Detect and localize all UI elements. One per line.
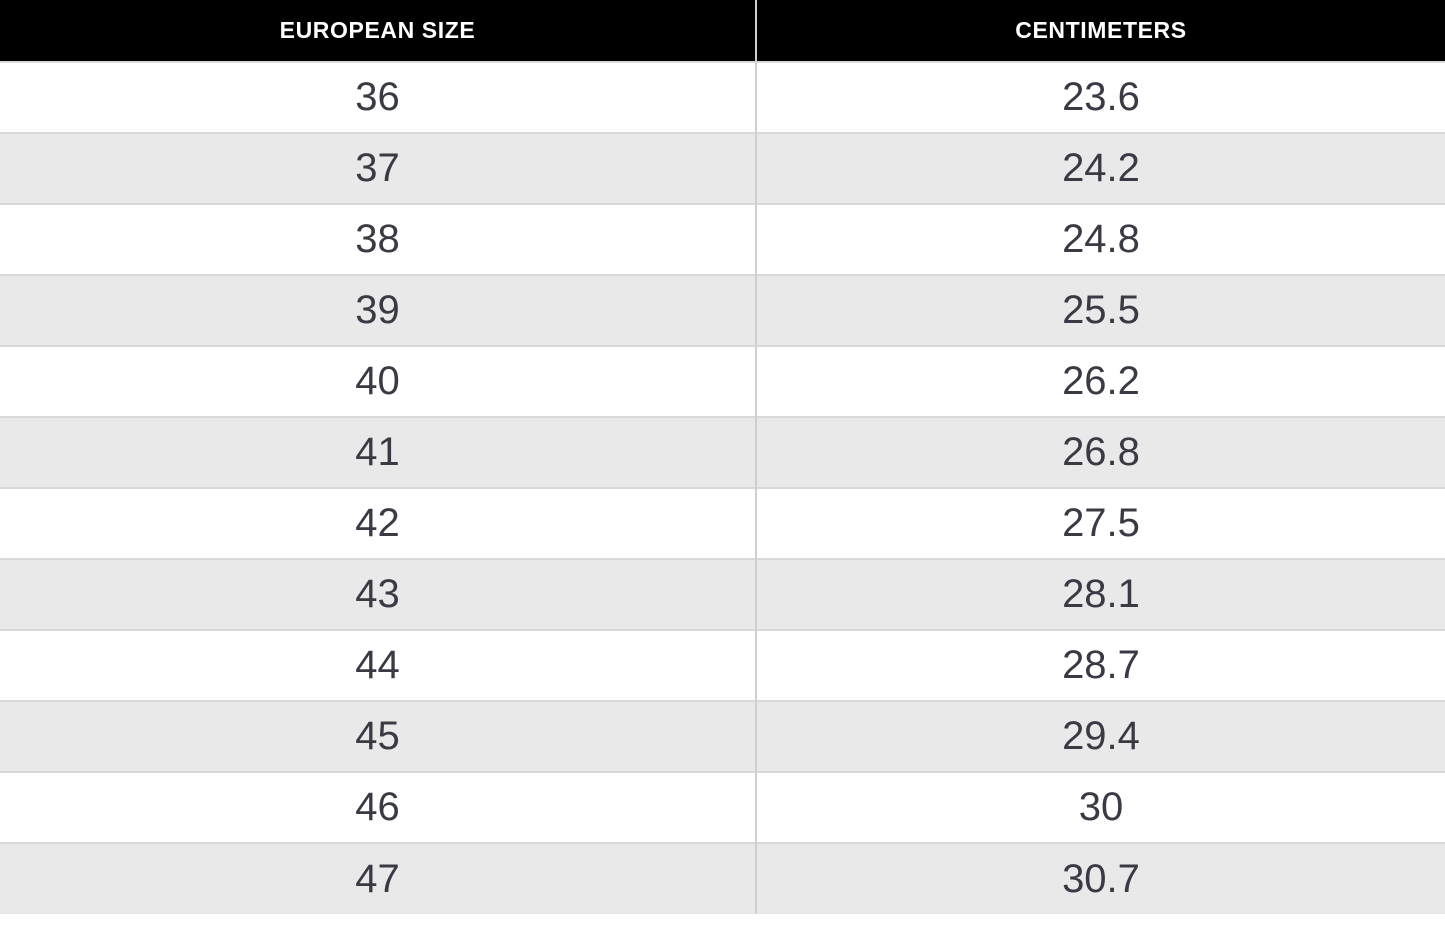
cell-centimeters: 28.1 (756, 559, 1445, 630)
cell-european-size: 41 (0, 417, 757, 488)
cell-european-size: 47 (0, 843, 757, 914)
cell-european-size: 46 (0, 772, 757, 843)
cell-centimeters: 24.8 (756, 204, 1445, 275)
table-row: 45 29.4 (0, 701, 1445, 772)
cell-european-size: 37 (0, 133, 757, 204)
table-row: 39 25.5 (0, 275, 1445, 346)
cell-european-size: 44 (0, 630, 757, 701)
column-header-centimeters: CENTIMETERS (756, 0, 1445, 62)
cell-centimeters: 27.5 (756, 488, 1445, 559)
table-row: 36 23.6 (0, 62, 1445, 133)
cell-centimeters: 30.7 (756, 843, 1445, 914)
header-row: EUROPEAN SIZE CENTIMETERS (0, 0, 1445, 62)
cell-centimeters: 25.5 (756, 275, 1445, 346)
cell-european-size: 40 (0, 346, 757, 417)
cell-european-size: 36 (0, 62, 757, 133)
cell-european-size: 38 (0, 204, 757, 275)
cell-centimeters: 24.2 (756, 133, 1445, 204)
table-body: 36 23.6 37 24.2 38 24.8 39 25.5 40 26.2 41 26.8 42 27… (0, 62, 1445, 914)
table-row: 37 24.2 (0, 133, 1445, 204)
cell-centimeters: 29.4 (756, 701, 1445, 772)
cell-centimeters: 23.6 (756, 62, 1445, 133)
cell-centimeters: 28.7 (756, 630, 1445, 701)
table-row: 42 27.5 (0, 488, 1445, 559)
cell-centimeters: 26.8 (756, 417, 1445, 488)
table-row: 38 24.8 (0, 204, 1445, 275)
table-row: 43 28.1 (0, 559, 1445, 630)
table-row: 47 30.7 (0, 843, 1445, 914)
table-row: 44 28.7 (0, 630, 1445, 701)
cell-european-size: 45 (0, 701, 757, 772)
table-row: 40 26.2 (0, 346, 1445, 417)
cell-european-size: 43 (0, 559, 757, 630)
cell-centimeters: 26.2 (756, 346, 1445, 417)
table-row: 46 30 (0, 772, 1445, 843)
cell-european-size: 39 (0, 275, 757, 346)
cell-european-size: 42 (0, 488, 757, 559)
column-header-european-size: EUROPEAN SIZE (0, 0, 757, 62)
table-row: 41 26.8 (0, 417, 1445, 488)
cell-centimeters: 30 (756, 772, 1445, 843)
